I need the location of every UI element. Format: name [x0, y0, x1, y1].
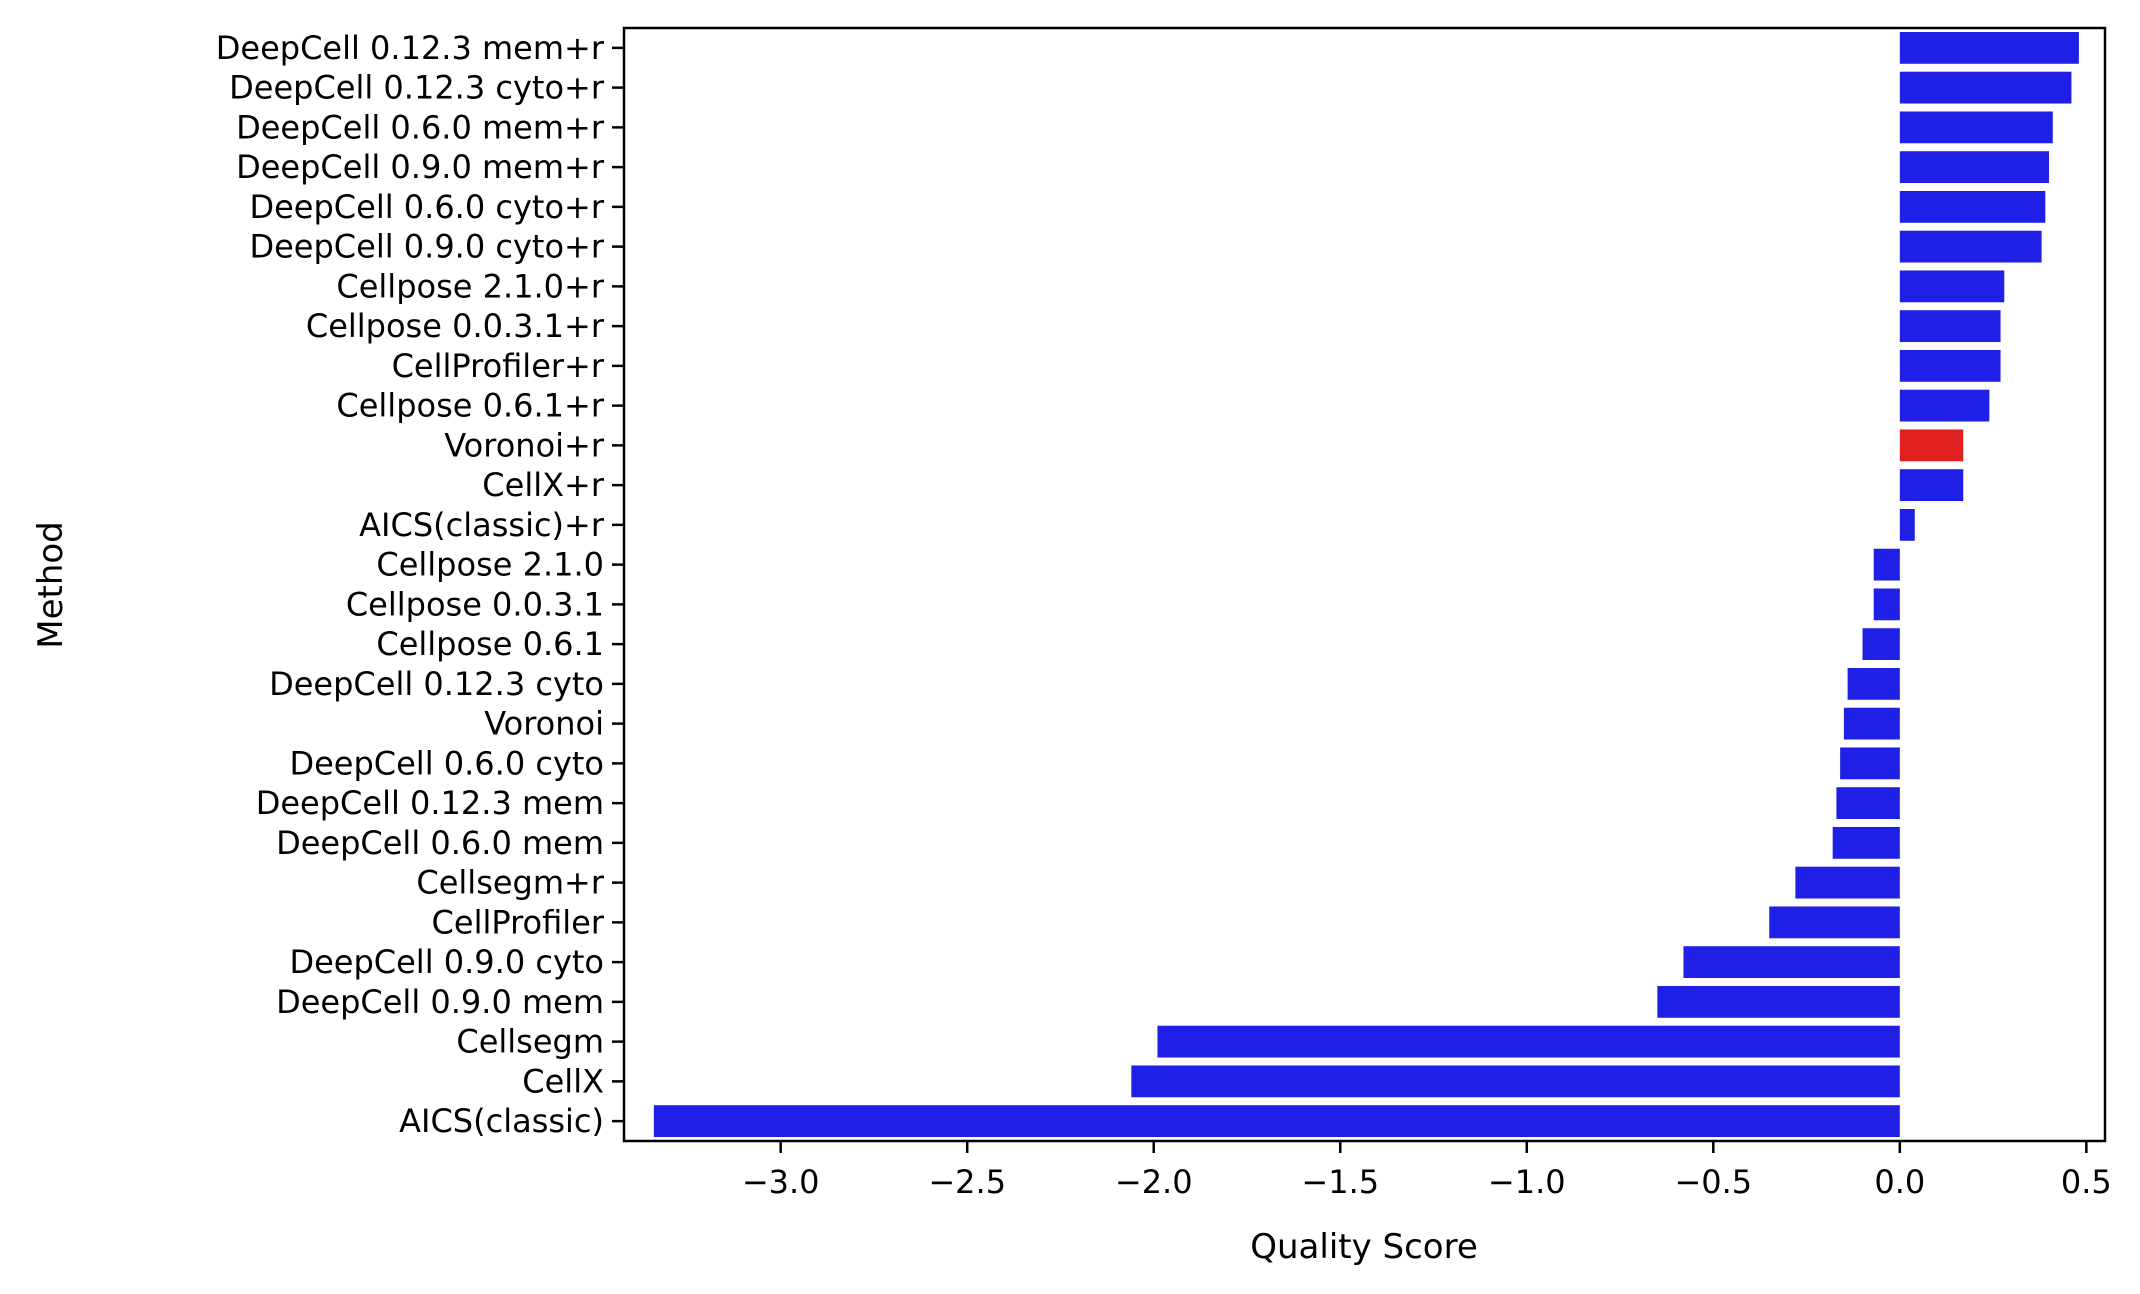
- x-axis-label: Quality Score: [1250, 1227, 1478, 1267]
- y-tick-label: CellX+r: [482, 466, 605, 504]
- y-tick-label: Voronoi+r: [444, 426, 605, 464]
- bar-4: [1900, 191, 2045, 223]
- bar-15: [1863, 628, 1900, 660]
- y-tick-label: DeepCell 0.6.0 mem+r: [236, 108, 605, 146]
- y-tick-label: DeepCell 0.6.0 cyto+r: [249, 188, 604, 226]
- bar-21: [1795, 867, 1899, 899]
- y-tick-label: DeepCell 0.12.3 cyto+r: [229, 69, 605, 107]
- bar-9: [1900, 390, 1990, 422]
- bar-3: [1900, 151, 2049, 183]
- bar-20: [1833, 827, 1900, 859]
- y-tick-label: Cellpose 0.0.3.1: [346, 585, 604, 623]
- y-tick-label: DeepCell 0.9.0 cyto+r: [249, 228, 604, 266]
- bar-18: [1840, 747, 1900, 779]
- x-tick-label: −2.5: [928, 1163, 1006, 1201]
- y-tick-label: AICS(classic)+r: [359, 506, 605, 544]
- bar-10: [1900, 429, 1963, 461]
- bar-17: [1844, 708, 1900, 740]
- bar-5: [1900, 231, 2042, 263]
- bar-25: [1157, 1026, 1899, 1058]
- y-tick-label: Cellsegm: [456, 1023, 604, 1061]
- y-tick-label: Cellsegm+r: [416, 864, 604, 902]
- y-tick-label: Cellpose 2.1.0: [376, 546, 604, 584]
- bar-0: [1900, 32, 2079, 64]
- bar-26: [1131, 1065, 1899, 1097]
- bar-19: [1836, 787, 1899, 819]
- bar-2: [1900, 111, 2053, 143]
- y-axis-label: Method: [31, 521, 71, 649]
- x-tick-label: 0.5: [2061, 1163, 2112, 1201]
- x-tick-label: −0.5: [1674, 1163, 1752, 1201]
- y-tick-label: CellProfiler: [432, 903, 605, 941]
- x-tick-label: −1.5: [1301, 1163, 1379, 1201]
- y-tick-label: Cellpose 0.0.3.1+r: [306, 307, 605, 345]
- bar-8: [1900, 350, 2001, 382]
- bar-1: [1900, 72, 2072, 104]
- y-tick-label: DeepCell 0.6.0 mem: [276, 824, 604, 862]
- bar-13: [1874, 549, 1900, 581]
- bars-group: [654, 32, 2079, 1137]
- bar-11: [1900, 469, 1963, 501]
- bar-24: [1657, 986, 1899, 1018]
- y-tick-label: DeepCell 0.12.3 cyto: [269, 665, 604, 703]
- y-tick-label: Cellpose 0.6.1: [376, 625, 604, 663]
- bar-6: [1900, 270, 2004, 302]
- bar-14: [1874, 588, 1900, 620]
- y-tick-label: DeepCell 0.12.3 mem+r: [216, 29, 605, 67]
- y-tick-label: CellX: [522, 1062, 604, 1100]
- x-tick-label: −2.0: [1115, 1163, 1193, 1201]
- y-tick-label: Voronoi: [484, 705, 604, 743]
- bar-7: [1900, 310, 2001, 342]
- x-tick-label: −3.0: [742, 1163, 820, 1201]
- y-tick-label: AICS(classic): [399, 1102, 604, 1140]
- x-tick-label: 0.0: [1874, 1163, 1925, 1201]
- x-tick-label: −1.0: [1488, 1163, 1566, 1201]
- bar-16: [1848, 668, 1900, 700]
- bar-22: [1769, 906, 1900, 938]
- bar-23: [1683, 946, 1899, 978]
- y-tick-label: DeepCell 0.9.0 cyto: [289, 943, 604, 981]
- y-tick-label: CellProfiler+r: [392, 347, 605, 385]
- y-tick-label: Cellpose 2.1.0+r: [336, 267, 604, 305]
- y-tick-label: DeepCell 0.12.3 mem: [256, 784, 604, 822]
- y-tick-label: DeepCell 0.9.0 mem+r: [236, 148, 605, 186]
- y-tick-label: DeepCell 0.9.0 mem: [276, 983, 604, 1021]
- y-tick-label: DeepCell 0.6.0 cyto: [289, 744, 604, 782]
- bar-12: [1900, 509, 1915, 541]
- bar-27: [654, 1105, 1900, 1137]
- x-axis-ticks: −3.0 −2.5 −2.0 −1.5 −1.0 −0.5 0.0 0.5: [742, 1141, 2112, 1201]
- y-tick-label: Cellpose 0.6.1+r: [336, 387, 604, 425]
